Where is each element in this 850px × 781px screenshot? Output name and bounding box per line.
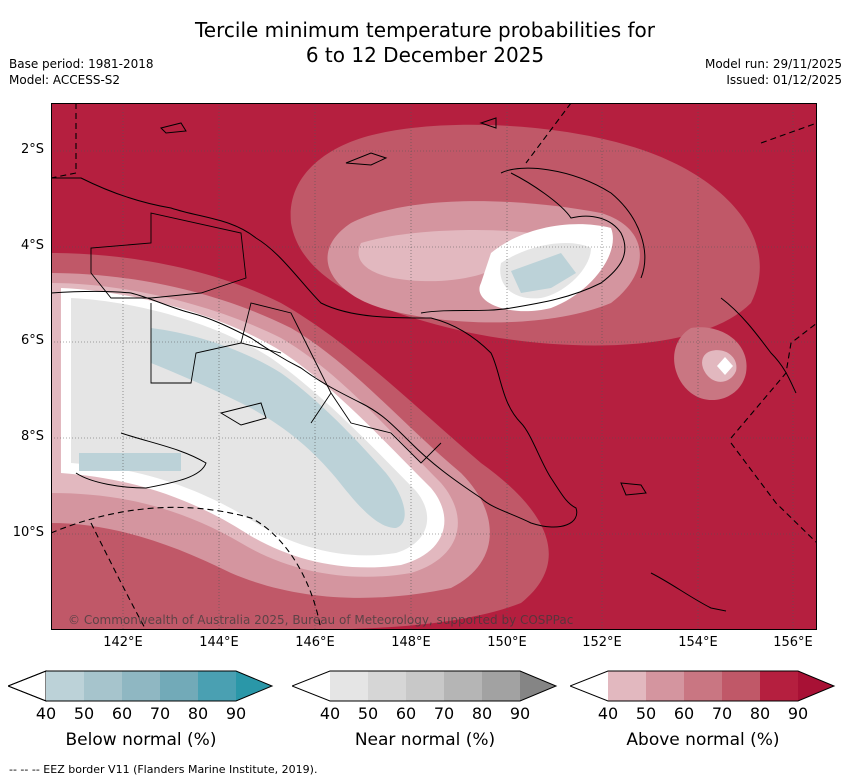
eez-borders bbox=[51, 103, 817, 630]
meta-right: Model run: 29/11/2025 Issued: 01/12/2025 bbox=[705, 56, 842, 88]
colorbar-above-segment bbox=[608, 671, 646, 701]
map-frame bbox=[51, 103, 817, 630]
lat-label: 10°S bbox=[12, 525, 44, 540]
below-patch-southwest bbox=[79, 453, 181, 471]
colorbar-above-max bbox=[798, 671, 834, 701]
colorbar-above-segment bbox=[646, 671, 684, 701]
colorbar-above-min bbox=[570, 671, 608, 701]
colorbar-near-segment bbox=[368, 671, 406, 701]
lat-label: 8°S bbox=[20, 429, 44, 444]
map-title: Tercile minimum temperature probabilitie… bbox=[0, 18, 850, 68]
tick-label: 60 bbox=[673, 704, 695, 723]
grid-lines bbox=[51, 103, 817, 630]
colorbar-above-label: Above normal (%) bbox=[626, 730, 780, 750]
colorbar-above-segment bbox=[722, 671, 760, 701]
tick-label: 70 bbox=[149, 704, 171, 723]
colorbar-below-segment bbox=[122, 671, 160, 701]
lon-label: 142°E bbox=[103, 635, 143, 650]
lon-label: 154°E bbox=[678, 635, 718, 650]
colorbar-below-segment bbox=[198, 671, 236, 701]
colorbar-below-label: Below normal (%) bbox=[65, 730, 217, 750]
tick-label: 80 bbox=[187, 704, 209, 723]
colorbar-near-segment bbox=[406, 671, 444, 701]
tick-label: 50 bbox=[73, 704, 95, 723]
tick-label: 90 bbox=[509, 704, 531, 723]
near-spot-east bbox=[717, 357, 733, 375]
colorbar-near-segment bbox=[482, 671, 520, 701]
copyright-notice: © Commonwealth of Australia 2025, Bureau… bbox=[68, 613, 574, 627]
tick-label: 90 bbox=[787, 704, 809, 723]
tick-label: 90 bbox=[225, 704, 247, 723]
colorbar-below bbox=[8, 670, 274, 702]
tick-label: 70 bbox=[711, 704, 733, 723]
lon-label: 150°E bbox=[487, 635, 527, 650]
lat-label: 6°S bbox=[20, 333, 44, 348]
below-band-central bbox=[151, 328, 405, 528]
tick-label: 50 bbox=[635, 704, 657, 723]
lat-label: 2°S bbox=[20, 142, 44, 157]
lon-label: 156°E bbox=[773, 635, 813, 650]
lon-label: 146°E bbox=[295, 635, 335, 650]
colorbar-below-max bbox=[236, 671, 272, 701]
colorbar-above bbox=[570, 670, 836, 702]
lat-label: 4°S bbox=[20, 238, 44, 253]
colorbar-near-max bbox=[520, 671, 556, 701]
tick-label: 40 bbox=[597, 704, 619, 723]
eez-footnote: -- -- -- EEZ border V11 (Flanders Marine… bbox=[9, 763, 318, 776]
tick-label: 70 bbox=[433, 704, 455, 723]
title-line-2: 6 to 12 December 2025 bbox=[305, 43, 545, 67]
colorbar-near bbox=[292, 670, 558, 702]
province-borders bbox=[90, 212, 442, 464]
colorbar-above-segment bbox=[760, 671, 798, 701]
model-run: Model run: 29/11/2025 bbox=[704, 57, 842, 71]
lon-label: 148°E bbox=[391, 635, 431, 650]
meta-left: Base period: 1981-2018 Model: ACCESS-S2 bbox=[9, 56, 154, 88]
colorbar-near-segment bbox=[330, 671, 368, 701]
tick-label: 80 bbox=[471, 704, 493, 723]
tick-label: 60 bbox=[111, 704, 133, 723]
below-region-north bbox=[511, 253, 576, 293]
colorbar-near-segment bbox=[444, 671, 482, 701]
tick-label: 80 bbox=[749, 704, 771, 723]
lon-label: 144°E bbox=[199, 635, 239, 650]
colorbar-below-segment bbox=[46, 671, 84, 701]
colorbar-below-segment bbox=[160, 671, 198, 701]
tick-label: 60 bbox=[395, 704, 417, 723]
colorbar-near-label: Near normal (%) bbox=[354, 730, 496, 750]
base-period: Base period: 1981-2018 bbox=[9, 57, 154, 71]
colorbar-near-min bbox=[292, 671, 330, 701]
title-line-1: Tercile minimum temperature probabilitie… bbox=[194, 18, 656, 42]
model-name: Model: ACCESS-S2 bbox=[9, 73, 121, 87]
coastlines bbox=[51, 117, 797, 612]
tick-label: 50 bbox=[357, 704, 379, 723]
colorbar-below-segment bbox=[84, 671, 122, 701]
issued-date: Issued: 01/12/2025 bbox=[726, 73, 842, 87]
probability-map bbox=[51, 103, 817, 630]
colorbar-above-segment bbox=[684, 671, 722, 701]
tick-label: 40 bbox=[35, 704, 57, 723]
colorbar-below-min bbox=[8, 670, 47, 702]
lon-label: 152°E bbox=[582, 635, 622, 650]
tick-label: 40 bbox=[319, 704, 341, 723]
